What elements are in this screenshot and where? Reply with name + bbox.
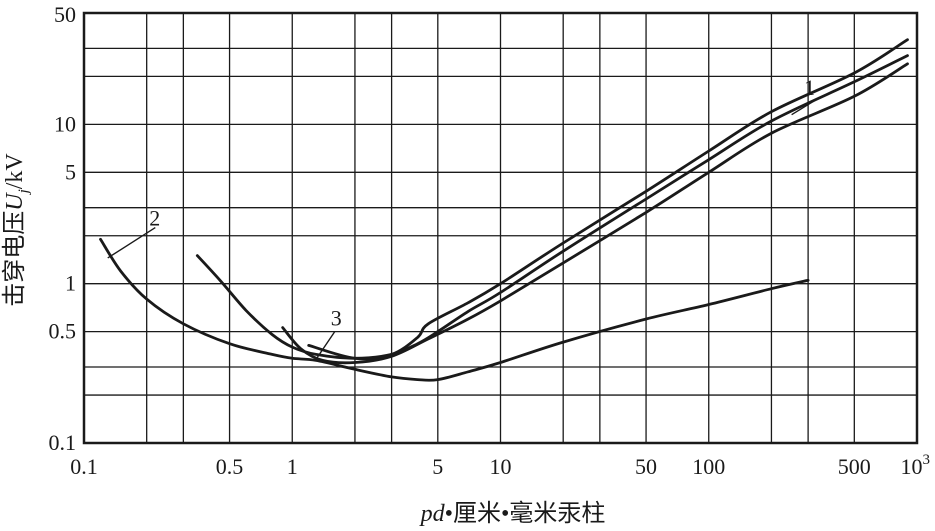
x-tick-label: 5 [432, 454, 443, 479]
y-tick-label: 5 [65, 159, 76, 184]
x-tick-exponent: 3 [923, 452, 931, 468]
x-axis-title-italic: pd [419, 501, 446, 527]
curve-4 [195, 54, 909, 360]
curve-label-leader-1 [791, 100, 815, 116]
x-tick-label: 0.1 [70, 454, 98, 479]
y-tick-label: 50 [54, 2, 76, 27]
x-tick-label: 0.5 [216, 454, 244, 479]
y-axis-title: 击穿电压Uj/kV [1, 153, 32, 307]
y-axis-title-prefix: 击穿电压 [1, 211, 28, 307]
x-tick-label: 500 [838, 454, 871, 479]
grid [84, 13, 917, 443]
curve-labels: 1 2 3 [149, 75, 815, 331]
curve-label-2: 2 [149, 206, 160, 231]
label-leaders [107, 100, 815, 360]
y-axis-title-subscript: j [16, 189, 32, 195]
x-tick-label: 10 [490, 454, 512, 479]
x-axis-title: pd•厘米•毫米汞柱 [419, 500, 606, 527]
x-tick-label-1000: 103 [901, 452, 931, 479]
y-tick-label: 1 [65, 271, 76, 296]
y-tick-label: 0.5 [49, 319, 77, 344]
curve-3 [99, 237, 810, 382]
y-axis-title-italic: U [2, 192, 28, 211]
curve-2 [307, 38, 909, 361]
x-tick-label: 1 [287, 454, 298, 479]
x-tick-label: 100 [692, 454, 725, 479]
x-tick-label: 50 [635, 454, 657, 479]
x-tick-labels: 0.1 0.5 1 5 10 50 100 500 [70, 454, 871, 479]
y-tick-label: 0.1 [49, 430, 77, 455]
curve-1 [281, 62, 909, 365]
x-tick-base: 10 [901, 454, 923, 479]
curve-label-3: 3 [331, 306, 342, 331]
y-tick-label: 10 [54, 111, 76, 136]
curves [99, 38, 909, 382]
curve-label-1: 1 [804, 75, 815, 100]
y-tick-labels: 0.1 0.5 1 5 10 50 [49, 2, 77, 455]
plot-frame [82, 11, 919, 445]
curve-label-leader-3 [315, 331, 336, 360]
x-axis-title-rest: •厘米•毫米汞柱 [445, 500, 606, 527]
curve-label-leader-2 [107, 226, 156, 259]
y-axis-title-suffix: /kV [2, 153, 28, 190]
